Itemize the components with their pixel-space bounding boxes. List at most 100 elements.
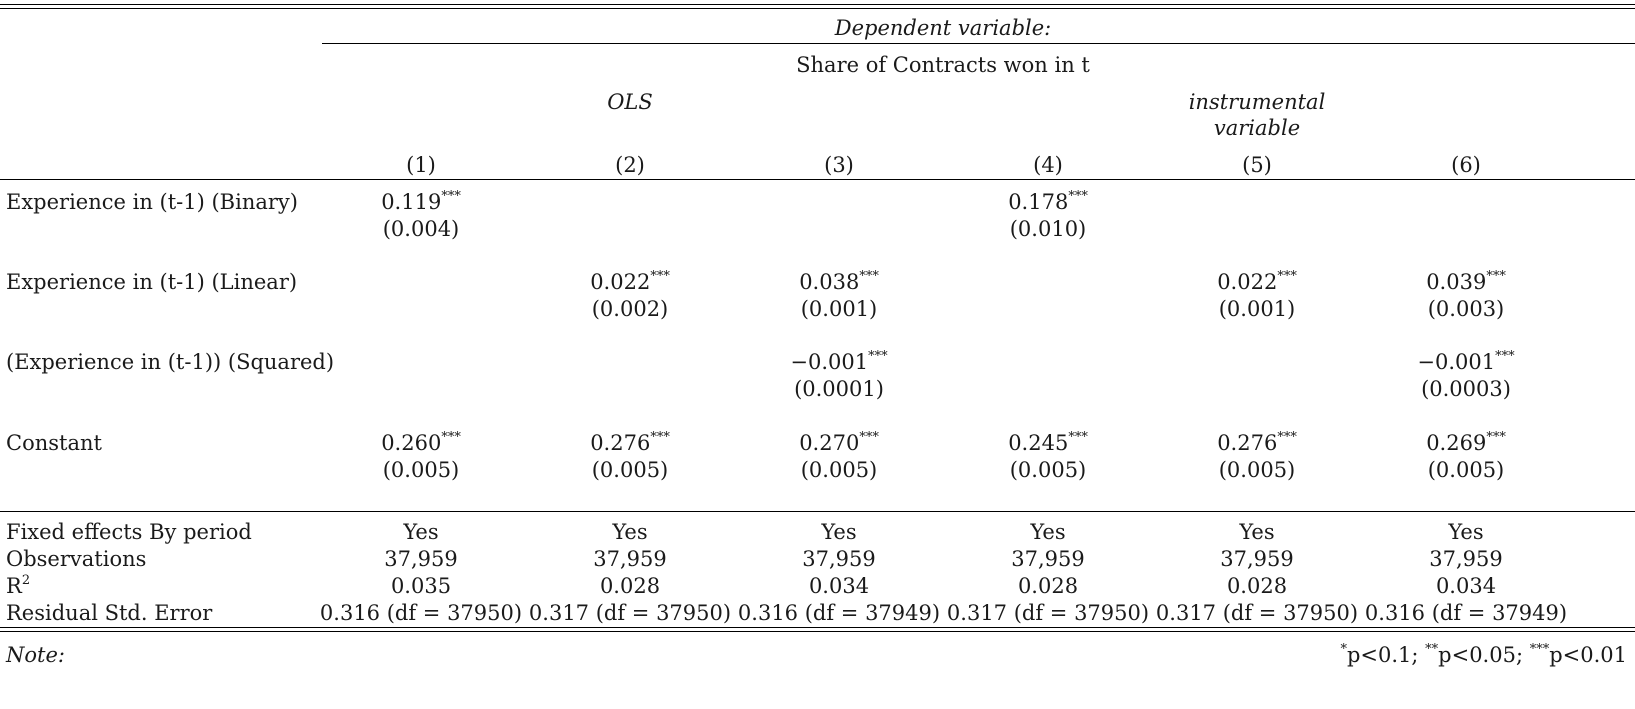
- coefficient-value: −0.001: [1417, 350, 1496, 374]
- header-rule: [0, 179, 1635, 180]
- dep-var-rule: [322, 43, 1635, 44]
- stat-cell: 0.317 (df = 37950): [1155, 601, 1359, 625]
- standard-error-cell: (0.0001): [794, 377, 884, 401]
- standard-error-cell: (0.003): [1427, 297, 1505, 321]
- significance-stars: ***: [1486, 430, 1506, 445]
- significance-stars: ***: [868, 349, 888, 364]
- bottom-rule-2: [0, 631, 1635, 632]
- row-label: Residual Std. Error: [6, 601, 213, 625]
- standard-error-cell: (0.005): [382, 458, 460, 482]
- dependent-variable-heading: Dependent variable:: [834, 16, 1052, 40]
- significance-note: *p<0.1; **p<0.05; ***p<0.01: [1340, 642, 1627, 669]
- top-rule: [0, 4, 1635, 5]
- significance-stars: ***: [1068, 189, 1088, 204]
- standard-error-cell: (0.005): [591, 458, 669, 482]
- coefficient-value: 0.022: [590, 270, 651, 294]
- stat-cell: Yes: [612, 520, 648, 544]
- stat-cell: 37,959: [1011, 547, 1085, 571]
- row-label: Experience in (t-1) (Binary): [6, 190, 298, 214]
- standard-error-cell: (0.001): [800, 297, 878, 321]
- significance-stars: ***: [650, 430, 670, 445]
- col-number: (1): [406, 153, 436, 177]
- stat-cell: 37,959: [384, 547, 458, 571]
- coefficient-cell: 0.270***: [799, 430, 879, 457]
- stat-cell: 0.316 (df = 37949): [737, 601, 941, 625]
- stat-cell: 0.316 (df = 37949): [1364, 601, 1568, 625]
- coefficient-cell: 0.260***: [381, 430, 461, 457]
- coefficient-cell: 0.276***: [1217, 430, 1297, 457]
- coefficient-value: 0.119: [381, 190, 442, 214]
- significance-stars: ***: [859, 430, 879, 445]
- standard-error-cell: (0.005): [1009, 458, 1087, 482]
- row-label: R2: [6, 573, 30, 600]
- outcome-heading: Share of Contracts won in t: [796, 53, 1090, 77]
- top-rule-2: [0, 8, 1635, 9]
- stat-cell: Yes: [1239, 520, 1275, 544]
- stat-cell: Yes: [403, 520, 439, 544]
- significance-stars: ***: [1068, 430, 1088, 445]
- coefficient-cell: 0.022***: [590, 269, 670, 296]
- row-label: Observations: [6, 547, 147, 571]
- standard-error-cell: (0.005): [1427, 458, 1505, 482]
- coefficient-cell: 0.119***: [381, 189, 461, 216]
- coefficient-cell: 0.245***: [1008, 430, 1088, 457]
- coefficient-value: 0.178: [1008, 190, 1069, 214]
- sig-text: p<0.01: [1549, 643, 1627, 667]
- significance-stars: ***: [650, 269, 670, 284]
- significance-stars: ***: [1277, 269, 1297, 284]
- significance-stars: ***: [1486, 269, 1506, 284]
- significance-stars: ***: [441, 189, 461, 204]
- label-base: R: [6, 574, 22, 598]
- coefficient-cell: 0.276***: [590, 430, 670, 457]
- stat-cell: 0.035: [390, 574, 452, 598]
- stat-cell: 37,959: [593, 547, 667, 571]
- stat-cell: 0.316 (df = 37950): [319, 601, 523, 625]
- sig-text: p<0.05;: [1438, 643, 1530, 667]
- coefficient-cell: −0.001***: [1417, 349, 1514, 376]
- sig-text: p<0.1;: [1346, 643, 1426, 667]
- coefficient-cell: 0.038***: [799, 269, 879, 296]
- col-number: (2): [615, 153, 645, 177]
- coefficient-value: −0.001: [790, 350, 869, 374]
- standard-error-cell: (0.0003): [1421, 377, 1511, 401]
- standard-error-cell: (0.001): [1218, 297, 1296, 321]
- significance-stars: ***: [1495, 349, 1515, 364]
- standard-error-cell: (0.005): [800, 458, 878, 482]
- coefficient-value: 0.270: [799, 431, 860, 455]
- coefficient-value: 0.038: [799, 270, 860, 294]
- coefficient-cell: 0.178***: [1008, 189, 1088, 216]
- stats-rule: [0, 511, 1635, 512]
- stat-cell: 0.317 (df = 37950): [946, 601, 1150, 625]
- coefficient-value: 0.260: [381, 431, 442, 455]
- standard-error-cell: (0.005): [1218, 458, 1296, 482]
- standard-error-cell: (0.002): [591, 297, 669, 321]
- group-iv-heading-line1: instrumental: [1188, 90, 1326, 114]
- row-label: (Experience in (t-1)) (Squared): [6, 350, 335, 374]
- coefficient-cell: 0.269***: [1426, 430, 1506, 457]
- row-label: Experience in (t-1) (Linear): [6, 270, 298, 294]
- stat-cell: 0.317 (df = 37950): [528, 601, 732, 625]
- standard-error-cell: (0.010): [1009, 217, 1087, 241]
- coefficient-value: 0.245: [1008, 431, 1069, 455]
- col-number: (4): [1033, 153, 1063, 177]
- col-number: (6): [1451, 153, 1481, 177]
- coefficient-value: 0.022: [1217, 270, 1278, 294]
- group-ols-heading: OLS: [607, 90, 653, 114]
- stat-cell: 0.028: [1017, 574, 1079, 598]
- row-label: Fixed effects By period: [6, 520, 252, 544]
- coefficient-cell: 0.022***: [1217, 269, 1297, 296]
- stat-cell: 0.028: [599, 574, 661, 598]
- group-iv-heading-line2: variable: [1213, 116, 1301, 140]
- bottom-rule: [0, 627, 1635, 628]
- coefficient-value: 0.039: [1426, 270, 1487, 294]
- stat-cell: 37,959: [1429, 547, 1503, 571]
- stat-cell: Yes: [821, 520, 857, 544]
- row-label: Constant: [6, 431, 102, 455]
- stat-cell: 37,959: [1220, 547, 1294, 571]
- stat-cell: 37,959: [802, 547, 876, 571]
- significance-stars: ***: [859, 269, 879, 284]
- stat-cell: Yes: [1030, 520, 1066, 544]
- col-number: (3): [824, 153, 854, 177]
- stat-cell: Yes: [1448, 520, 1484, 544]
- significance-stars: ***: [1277, 430, 1297, 445]
